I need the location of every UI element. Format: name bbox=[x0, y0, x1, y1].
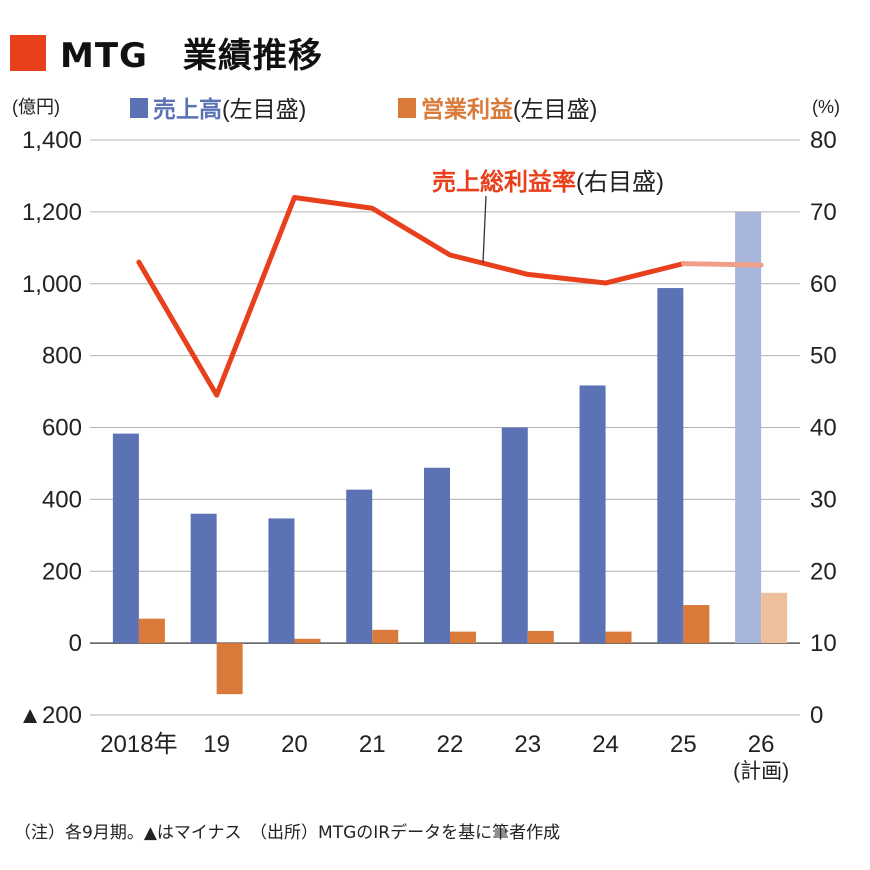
legend-label-profit: 営業利益(左目盛) bbox=[421, 96, 597, 122]
x-tick-label: 25 bbox=[670, 731, 697, 758]
left-tick-label: ▲200 bbox=[18, 702, 82, 729]
margin-label: 売上総利益率(右目盛) bbox=[432, 168, 664, 196]
legend-swatch-sales bbox=[130, 98, 148, 118]
sales-bar bbox=[268, 518, 295, 644]
legend-series-name: 営業利益 bbox=[421, 96, 513, 122]
x-tick-label: 20 bbox=[281, 731, 308, 758]
x-tick-label: 22 bbox=[437, 731, 464, 758]
x-tick-label: 23 bbox=[514, 731, 541, 758]
profit-bar bbox=[372, 629, 399, 644]
profit-bar bbox=[216, 643, 243, 695]
sales-bar bbox=[190, 513, 217, 644]
x-tick-label: 24 bbox=[592, 731, 619, 758]
left-tick-label: 1,200 bbox=[22, 199, 82, 226]
profit-bar bbox=[527, 630, 554, 644]
margin-series-name: 売上総利益率 bbox=[432, 168, 576, 196]
left-tick-label: 1,400 bbox=[22, 127, 82, 154]
legend-axis-note: (左目盛) bbox=[513, 96, 597, 122]
right-axis-unit: (%) bbox=[812, 97, 840, 117]
profit-bar bbox=[761, 592, 788, 644]
right-tick-label: 40 bbox=[810, 415, 837, 442]
left-axis-unit: (億円) bbox=[12, 97, 60, 117]
sales-bar bbox=[501, 427, 528, 644]
x-tick-label: 21 bbox=[359, 731, 386, 758]
profit-bar bbox=[450, 631, 476, 644]
left-tick-label: 800 bbox=[42, 343, 82, 370]
left-tick-label: 400 bbox=[42, 486, 82, 513]
legend-axis-note: (左目盛) bbox=[222, 96, 306, 122]
right-tick-label: 20 bbox=[810, 558, 837, 585]
margin-line bbox=[136, 195, 686, 398]
chart-title: MTG 業績推移 bbox=[10, 28, 323, 77]
left-tick-label: 1,000 bbox=[22, 271, 82, 298]
profit-bar bbox=[294, 638, 321, 644]
legend-swatch-profit bbox=[398, 98, 416, 118]
x-tick-label: 2018年 bbox=[100, 731, 177, 758]
sales-bar bbox=[424, 467, 450, 644]
profit-bar bbox=[683, 605, 710, 644]
margin-label-leader bbox=[482, 195, 487, 263]
right-tick-label: 50 bbox=[810, 343, 837, 370]
right-tick-label: 70 bbox=[810, 199, 837, 226]
right-tick-label: 80 bbox=[810, 127, 837, 154]
profit-bar bbox=[138, 618, 165, 644]
margin-line-plan bbox=[680, 261, 764, 268]
right-tick-label: 30 bbox=[810, 486, 837, 513]
margin-axis-note: (右目盛) bbox=[576, 169, 664, 196]
right-tick-label: 60 bbox=[810, 271, 837, 298]
legend-label-sales: 売上高(左目盛) bbox=[153, 96, 306, 122]
combo-chart: ▲200 0 200 400 600 800 1,000 1,200 1,400 0 10 20 30 4… bbox=[12, 96, 840, 783]
right-tick-label: 0 bbox=[810, 702, 823, 729]
profit-bar bbox=[605, 631, 632, 644]
sales-bar bbox=[112, 433, 139, 644]
sales-bar bbox=[657, 288, 684, 644]
x-tick-label: 19 bbox=[203, 731, 230, 758]
right-tick-label: 10 bbox=[810, 630, 837, 657]
sales-bar bbox=[735, 211, 762, 644]
title-accent-square bbox=[10, 34, 46, 71]
sales-bar bbox=[579, 385, 606, 644]
x-tick-label: 26 bbox=[748, 731, 775, 758]
footnote: （注）各9月期。▲はマイナス （出所）MTGのIRデータを基に筆者作成 bbox=[14, 823, 561, 843]
left-tick-label: 600 bbox=[42, 415, 82, 442]
legend-series-name: 売上高 bbox=[153, 96, 222, 122]
left-tick-label: 200 bbox=[42, 558, 82, 585]
left-tick-label: 0 bbox=[69, 630, 82, 657]
sales-bar bbox=[346, 489, 373, 644]
title-text: MTG 業績推移 bbox=[60, 36, 323, 76]
x-tick-note: (計画) bbox=[733, 760, 789, 783]
